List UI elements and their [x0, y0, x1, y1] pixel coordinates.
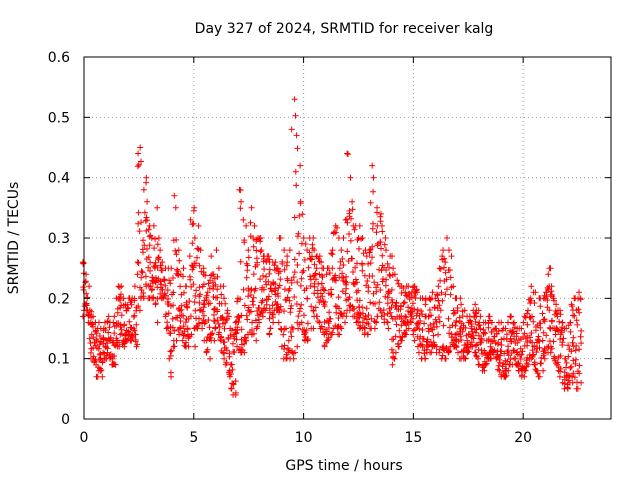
y-tick-label: 0.4: [48, 171, 70, 187]
data-points: [79, 96, 585, 398]
chart-title: Day 327 of 2024, SRMTID for receiver kal…: [195, 21, 494, 37]
axes: 0 0.1 0.2 0.3 0.4 0.5 0.6 0 5 10 15 20: [48, 50, 611, 446]
y-tick-label: 0.6: [48, 50, 70, 66]
y-tick-label: 0.3: [48, 231, 70, 247]
y-tick-label: 0.2: [48, 291, 70, 307]
x-tick-label: 5: [189, 430, 198, 446]
x-axis-label: GPS time / hours: [285, 458, 402, 474]
y-tick-label: 0: [61, 412, 70, 428]
y-axis-label: SRMTID / TECUs: [6, 182, 22, 295]
y-tick-label: 0.5: [48, 110, 70, 126]
series-srmtid-points: [79, 96, 585, 398]
x-tick-label: 0: [80, 430, 89, 446]
x-tick-label: 10: [295, 430, 313, 446]
x-tick-label: 20: [514, 430, 532, 446]
x-tick-label: 15: [404, 430, 422, 446]
y-tick-label: 0.1: [48, 352, 70, 368]
